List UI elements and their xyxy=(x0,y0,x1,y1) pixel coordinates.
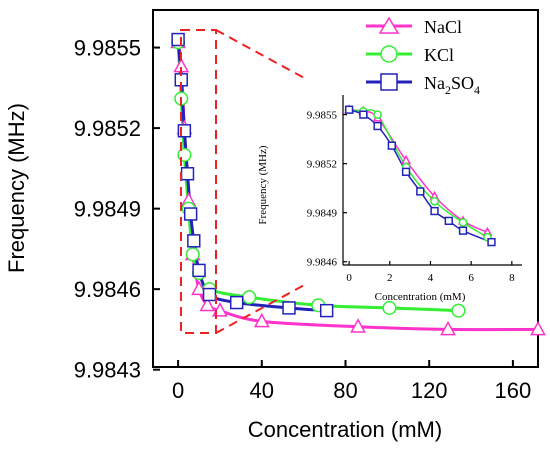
main-x-axis-title: Concentration (mM) xyxy=(248,417,442,442)
inset-x-tick-label: 4 xyxy=(428,272,434,284)
main-point-nacl xyxy=(530,320,546,336)
main-point-kcl xyxy=(185,247,200,262)
main-point-kcl xyxy=(382,300,397,315)
legend-item-kcl: KCl xyxy=(366,45,454,65)
main-point-na2so4 xyxy=(171,32,185,47)
main-point-kcl xyxy=(451,303,466,318)
main-point-na2so4 xyxy=(319,303,334,318)
main-point-na2so4 xyxy=(192,263,206,278)
main-point-nacl xyxy=(191,280,207,296)
main-x-tick-label: 160 xyxy=(495,378,532,403)
inset-point-kcl xyxy=(430,196,439,206)
legend-label-na2so4-part2: SO xyxy=(451,73,474,93)
inset-x-axis-title: Concentration (mM) xyxy=(375,291,466,303)
main-point-nacl xyxy=(199,296,216,312)
inset-x-tick-label: 0 xyxy=(346,272,352,284)
inset-point-na2so4 xyxy=(401,167,411,176)
inset-point-na2so4 xyxy=(344,105,354,114)
inset-y-tick-label: 9.9855 xyxy=(307,109,338,121)
legend-label-na2so4-sub1: 2 xyxy=(445,83,451,97)
zoom-connector-bottom xyxy=(215,282,309,334)
main-y-tick-label: 9.9852 xyxy=(74,116,141,141)
inset-point-na2so4 xyxy=(430,206,439,216)
main-point-nacl xyxy=(440,320,456,336)
inset-y-tick-label: 9.9849 xyxy=(307,208,338,220)
inset-x-tick-label: 6 xyxy=(468,272,474,284)
main-point-na2so4 xyxy=(180,167,195,181)
main-point-nacl xyxy=(350,318,366,333)
main-y-axis-title: Frequency (MHz) xyxy=(4,103,29,273)
main-point-na2so4 xyxy=(187,234,201,248)
main-point-na2so4 xyxy=(177,124,192,138)
inset-point-na2so4 xyxy=(458,226,468,235)
inset-y-axis-title: Frequency (MHz) xyxy=(257,145,269,224)
zoom-indicator xyxy=(180,29,309,334)
main-y-tick-label: 9.9855 xyxy=(74,35,141,60)
inset-point-na2so4 xyxy=(359,110,368,119)
main-point-na2so4 xyxy=(282,301,296,315)
inset-y-tick-label: 9.9852 xyxy=(307,159,337,171)
main-point-kcl xyxy=(177,147,192,162)
main-x-tick-label: 80 xyxy=(333,378,357,403)
main-x-tick-label: 40 xyxy=(250,378,274,403)
legend-label-kcl: KCl xyxy=(424,45,454,65)
inset-point-na2so4 xyxy=(416,187,425,196)
inset-point-na2so4 xyxy=(487,237,496,247)
main-point-kcl xyxy=(242,290,257,305)
legend-marker-kcl xyxy=(380,45,398,63)
legend-label-na2so4-part1: Na xyxy=(424,73,445,93)
legend-marker-nacl xyxy=(378,16,400,34)
main-point-na2so4 xyxy=(183,207,198,221)
main-y-tick-label: 9.9843 xyxy=(74,357,141,382)
inset-y-tick-label: 9.9846 xyxy=(307,257,338,269)
legend-item-na2so4: Na2SO4 xyxy=(366,73,480,97)
legend-label-na2so4-sub2: 4 xyxy=(474,83,480,97)
inset-point-na2so4 xyxy=(373,121,382,131)
inset-series-line-na2so4 xyxy=(348,108,492,243)
chart-legend: NaCl KCl Na2SO4 xyxy=(366,16,480,97)
main-x-tick-label: 0 xyxy=(172,378,184,403)
main-point-na2so4 xyxy=(202,287,217,302)
legend-item-nacl: NaCl xyxy=(366,16,462,37)
inset-point-kcl xyxy=(458,218,468,227)
zoom-region-box xyxy=(180,29,217,334)
legend-marker-na2so4 xyxy=(380,73,398,91)
legend-label-na2so4: Na2SO4 xyxy=(424,73,480,97)
main-y-tick-label: 9.9849 xyxy=(74,196,141,221)
main-point-na2so4 xyxy=(229,295,244,310)
main-y-tick-label: 9.9846 xyxy=(74,277,141,302)
inset-x-tick-label: 2 xyxy=(387,272,393,284)
inset-point-na2so4 xyxy=(387,141,396,150)
zoom-connector-top xyxy=(215,29,309,81)
legend-label-nacl: NaCl xyxy=(424,17,462,37)
inset-x-tick-label: 8 xyxy=(509,272,515,284)
inset-point-kcl xyxy=(373,110,382,119)
inset-point-na2so4 xyxy=(444,216,453,226)
main-x-tick-label: 120 xyxy=(411,378,448,403)
main-point-nacl xyxy=(253,312,270,328)
